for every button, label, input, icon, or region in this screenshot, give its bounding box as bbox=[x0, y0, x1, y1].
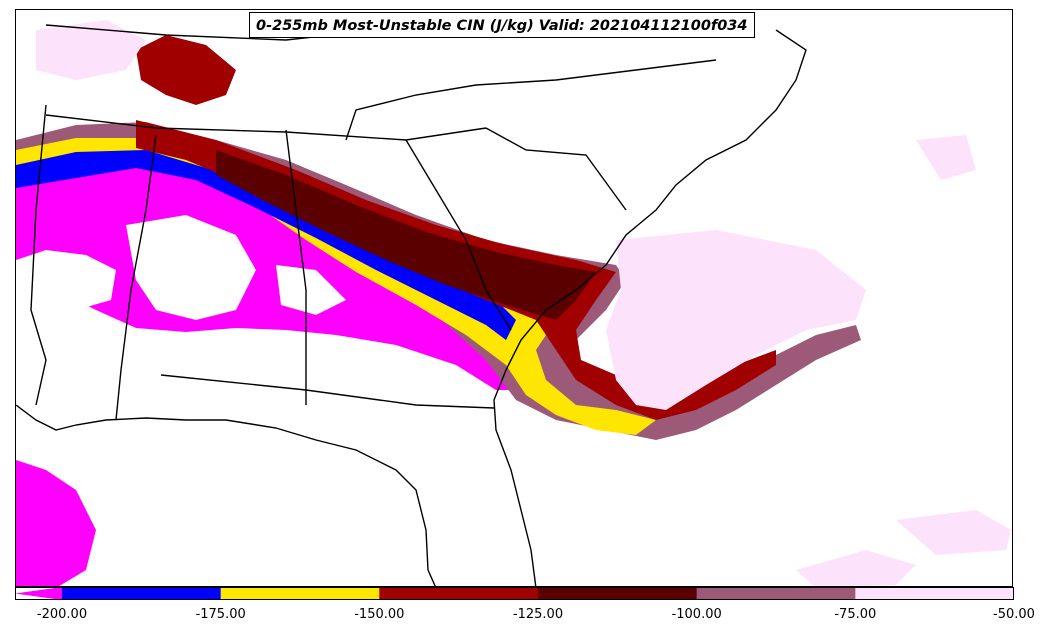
colorbar-bin bbox=[855, 587, 1014, 600]
map-panel bbox=[15, 9, 1013, 587]
cin-blob-north bbox=[136, 35, 236, 105]
colorbar-bin bbox=[379, 587, 539, 600]
state-border-nc-va bbox=[345, 59, 717, 141]
colorbar-bin bbox=[538, 587, 698, 600]
colorbar-tick-label: -50.00 bbox=[993, 607, 1035, 622]
cin-pink-offshore bbox=[606, 230, 866, 410]
colorbar-outline bbox=[15, 587, 1014, 600]
colorbar-bins bbox=[62, 587, 1014, 600]
colorbar bbox=[15, 587, 1014, 600]
cin-blob-north-pink bbox=[36, 20, 146, 80]
colorbar-bin bbox=[62, 587, 222, 600]
cin-region-magenta-sw bbox=[16, 460, 96, 586]
cin-map bbox=[16, 20, 1011, 586]
state-border-ga-fl bbox=[160, 374, 495, 409]
state-border-al-ga bbox=[285, 129, 307, 405]
colorbar-extend-triangle bbox=[15, 587, 62, 600]
state-border-ms-la bbox=[30, 104, 47, 406]
cin-region-magenta bbox=[16, 148, 516, 390]
state-border-ms-al bbox=[115, 134, 157, 421]
cin-pink-patch-se bbox=[896, 510, 1011, 555]
state-border-tn bbox=[45, 114, 487, 141]
cin-field bbox=[16, 20, 1011, 586]
cin-hole-2 bbox=[126, 215, 256, 320]
coastline bbox=[16, 29, 807, 586]
state-border-sc-nc bbox=[485, 127, 627, 211]
colorbar-tick-label: -150.00 bbox=[354, 607, 405, 622]
cin-pink-patch-ne bbox=[916, 135, 976, 180]
cin-band-blue bbox=[16, 150, 516, 340]
map-title: 0-255mb Most-Unstable CIN (J/kg) Valid: … bbox=[249, 12, 755, 38]
colorbar-tick-label: -100.00 bbox=[671, 607, 722, 622]
cin-band-darkred bbox=[216, 150, 596, 320]
state-border-ga-sc bbox=[405, 139, 512, 331]
cin-pink-patch-s bbox=[796, 550, 916, 586]
colorbar-bin bbox=[696, 587, 856, 600]
cin-hole-3 bbox=[276, 265, 346, 315]
colorbar-tick-label: -200.00 bbox=[36, 607, 88, 622]
cin-hole-1 bbox=[16, 250, 116, 310]
colorbar-bin bbox=[220, 587, 380, 600]
colorbar-tick-label: -125.00 bbox=[512, 607, 564, 622]
colorbar-tick-label: -75.00 bbox=[834, 607, 877, 622]
colorbar-tick-label: -175.00 bbox=[195, 607, 246, 622]
